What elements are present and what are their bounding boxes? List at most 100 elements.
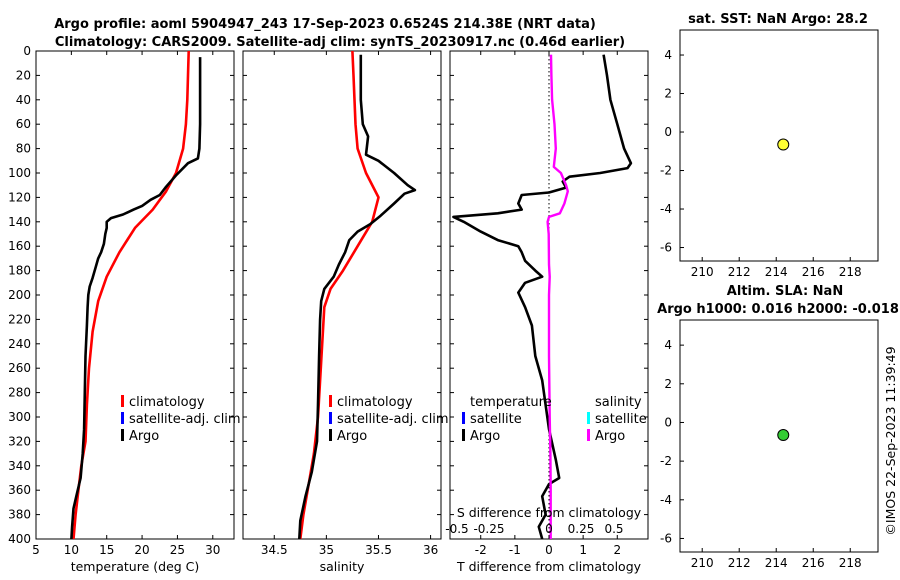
legend-s-argo: Argo: [595, 429, 625, 444]
x-tick-label: 218: [839, 556, 862, 570]
difference-legend: temperature salinity satellite Argo sate…: [462, 395, 647, 444]
y-tick-label: 280: [8, 386, 31, 400]
x-tick-label: 10: [64, 543, 79, 557]
legend-swatch-t-satellite: [462, 412, 465, 424]
y-tick-label: 80: [16, 142, 31, 156]
y-tick-label: 2: [664, 377, 672, 391]
sla-axis-ticks: 210 212 214 216 218 -6 -4 -2 0 2 4: [660, 338, 862, 570]
legend-argo: Argo: [129, 429, 159, 444]
temperature-legend: climatology satellite-adj. clim Argo: [121, 395, 241, 444]
difference-axis-ticks: -2 -1 0 1 2: [450, 50, 648, 557]
x-tick-label: 35.5: [365, 543, 392, 557]
salinity-panel: 34.5 35 35.5 36 salinity climatology satell…: [242, 50, 449, 574]
y-tick-label: 140: [8, 215, 31, 229]
x-tick-label: 30: [205, 543, 220, 557]
legend-t-satellite: satellite: [470, 412, 522, 427]
y-tick-label: 40: [16, 93, 31, 107]
x-tick-label: 212: [728, 556, 751, 570]
legend-swatch-t-argo: [462, 429, 465, 441]
s-diff-tick: 0.25: [568, 522, 595, 536]
x-tick-label: 20: [134, 543, 149, 557]
sla-argo-point: [777, 429, 790, 442]
y-tick-label: 120: [8, 190, 31, 204]
y-tick-label: 20: [16, 68, 31, 82]
y-tick-label: -2: [660, 454, 672, 468]
temperature-axis-ticks: 5 10 15 20 25 3002040608010012014016018020022…: [8, 44, 234, 557]
sst-points: [777, 138, 790, 151]
y-tick-label: 4: [664, 338, 672, 352]
legend-s-satellite: satellite: [595, 412, 647, 427]
y-tick-label: 260: [8, 361, 31, 375]
legend-swatch-climatology: [121, 395, 124, 407]
y-tick-label: -6: [660, 241, 672, 255]
difference-s-argo-line: [546, 54, 569, 539]
legend-satellite-adj: satellite-adj. clim: [337, 412, 449, 427]
y-tick-label: 180: [8, 264, 31, 278]
legend-swatch-satellite: [329, 412, 332, 424]
sla-title2: Argo h1000: 0.016 h2000: -0.018: [657, 302, 899, 317]
x-tick-label: -2: [475, 543, 487, 557]
y-tick-label: 60: [16, 117, 31, 131]
y-tick-label: -6: [660, 531, 672, 545]
x-tick-label: 34.5: [261, 543, 288, 557]
x-tick-label: 25: [170, 543, 185, 557]
legend-swatch-satellite: [121, 412, 124, 424]
salinity-legend: climatology satellite-adj. clim Argo: [329, 395, 449, 444]
sla-points: [777, 429, 790, 442]
sst-argo-point: [777, 138, 790, 151]
y-tick-label: -4: [660, 202, 672, 216]
x-tick-label: 212: [728, 265, 751, 279]
salinity-series: [298, 50, 417, 540]
x-tick-label: 35: [319, 543, 334, 557]
x-tick-label: -1: [509, 543, 521, 557]
y-tick-label: 0: [23, 44, 31, 58]
legend-swatch-argo: [329, 429, 332, 441]
sla-panel: Altim. SLA: NaN Argo h1000: 0.016 h2000:…: [657, 284, 899, 570]
y-tick-label: 340: [8, 459, 31, 473]
y-tick-label: 380: [8, 508, 31, 522]
temperature-climatology-line: [72, 50, 190, 540]
legend-climatology: climatology: [129, 395, 205, 410]
x-tick-label: 2: [613, 543, 621, 557]
s-diff-tick: 0.5: [604, 522, 623, 536]
x-tick-label: 216: [802, 265, 825, 279]
x-tick-label: 210: [691, 556, 714, 570]
figure-title-line2: Climatology: CARS2009. Satellite-adj cli…: [55, 35, 625, 50]
x-tick-label: 0: [545, 543, 553, 557]
s-diff-tick: 0: [545, 522, 553, 536]
sst-panel: sat. SST: NaN Argo: 28.2 210 212 214 216 218…: [660, 12, 879, 279]
legend-t-argo: Argo: [470, 429, 500, 444]
y-tick-label: -4: [660, 493, 672, 507]
s-diff-tick: -0.25: [473, 522, 504, 536]
temperature-axes-frame: [35, 50, 235, 540]
temperature-series: [70, 50, 202, 540]
salinity-argo-line: [298, 54, 417, 540]
y-tick-label: 240: [8, 337, 31, 351]
sst-axis-ticks: 210 212 214 216 218 -6 -4 -2 0 2 4: [660, 48, 862, 279]
legend-salinity-head: salinity: [595, 395, 642, 410]
x-tick-label: 216: [802, 556, 825, 570]
legend-temperature-head: temperature: [470, 395, 552, 410]
legend-swatch-argo: [121, 429, 124, 441]
legend-argo: Argo: [337, 429, 367, 444]
x-tick-label: 5: [32, 543, 40, 557]
sst-axes-frame: [679, 29, 879, 262]
y-tick-label: 300: [8, 410, 31, 424]
x-tick-label: 210: [691, 265, 714, 279]
figure-title-line1: Argo profile: aoml 5904947_243 17-Sep-20…: [54, 17, 596, 32]
y-tick-label: 0: [664, 125, 672, 139]
difference-xlabel: T difference from climatology: [456, 559, 642, 574]
y-tick-label: 220: [8, 312, 31, 326]
x-tick-label: 36: [423, 543, 438, 557]
sst-title: sat. SST: NaN Argo: 28.2: [688, 12, 868, 27]
salinity-xlabel: salinity: [320, 559, 365, 574]
x-tick-label: 214: [765, 265, 788, 279]
legend-swatch-s-argo: [587, 429, 590, 441]
y-tick-label: 2: [664, 87, 672, 101]
salinity-axis-ticks: 34.5 35 35.5 36: [243, 50, 441, 557]
x-tick-label: 1: [579, 543, 587, 557]
s-diff-tick: -0.5: [445, 522, 468, 536]
difference-panel: -2 -1 0 1 2 T difference from climatology S …: [445, 50, 649, 574]
salinity-axes-frame: [242, 50, 442, 540]
legend-swatch-climatology: [329, 395, 332, 407]
